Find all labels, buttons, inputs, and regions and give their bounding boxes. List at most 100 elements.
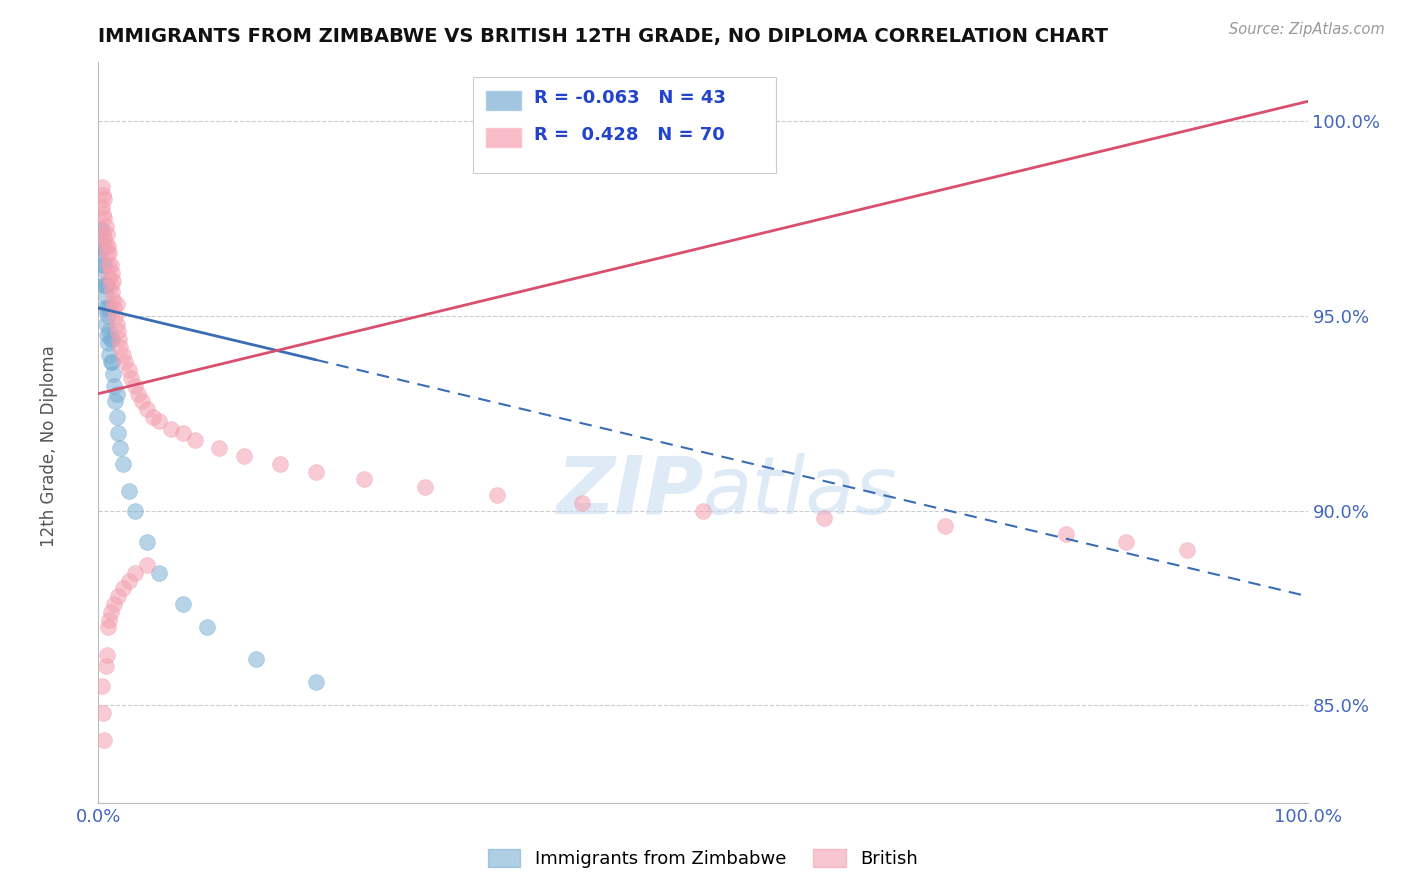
Point: [1115, 534, 1137, 549]
Point: [93, 231, 115, 245]
Point: [105, 317, 128, 331]
Point: [90, 223, 112, 237]
Legend: Immigrants from Zimbabwe, British: Immigrants from Zimbabwe, British: [481, 841, 925, 875]
Point: [91, 258, 114, 272]
Point: [103, 379, 125, 393]
Text: R =  0.428   N = 70: R = 0.428 N = 70: [534, 126, 724, 144]
Point: [1054, 527, 1077, 541]
Point: [813, 511, 835, 525]
Point: [120, 371, 142, 385]
Point: [100, 277, 122, 292]
Point: [94, 317, 117, 331]
Point: [142, 410, 165, 425]
Point: [100, 266, 122, 280]
Text: IMMIGRANTS FROM ZIMBABWE VS BRITISH 12TH GRADE, NO DIPLOMA CORRELATION CHART: IMMIGRANTS FROM ZIMBABWE VS BRITISH 12TH…: [98, 27, 1108, 45]
Point: [91, 262, 114, 277]
Point: [135, 558, 157, 573]
Point: [93, 192, 115, 206]
Text: 12th Grade, No Diploma: 12th Grade, No Diploma: [41, 345, 58, 547]
Point: [135, 534, 157, 549]
Point: [104, 309, 127, 323]
Point: [91, 200, 114, 214]
Point: [98, 269, 121, 284]
Point: [91, 180, 114, 194]
Point: [93, 258, 115, 272]
Point: [93, 301, 115, 315]
Point: [98, 324, 121, 338]
Point: [90, 238, 112, 252]
Point: [94, 659, 117, 673]
Point: [97, 238, 120, 252]
Point: [91, 243, 114, 257]
Point: [111, 348, 134, 362]
Point: [124, 503, 146, 517]
Point: [111, 582, 134, 596]
Bar: [485, 127, 522, 147]
Point: [98, 348, 121, 362]
Point: [111, 457, 134, 471]
Point: [91, 207, 114, 221]
Point: [108, 441, 131, 455]
Point: [105, 410, 128, 425]
Point: [103, 301, 125, 315]
Point: [96, 648, 118, 662]
Point: [127, 386, 149, 401]
Point: [100, 332, 122, 346]
Point: [91, 227, 114, 241]
Text: R = -0.063   N = 43: R = -0.063 N = 43: [534, 89, 725, 107]
Point: [148, 566, 170, 580]
Point: [108, 332, 131, 346]
Point: [98, 246, 121, 260]
Bar: [485, 90, 522, 111]
Point: [91, 223, 114, 237]
Point: [148, 414, 170, 428]
Point: [97, 258, 120, 272]
Point: [105, 386, 128, 401]
Point: [101, 367, 124, 381]
Point: [135, 402, 157, 417]
Point: [114, 355, 136, 369]
Point: [108, 340, 131, 354]
Point: [353, 472, 375, 486]
Point: [100, 355, 122, 369]
Point: [97, 336, 120, 351]
Text: atlas: atlas: [703, 453, 898, 531]
Point: [98, 613, 121, 627]
Point: [118, 484, 141, 499]
Point: [571, 496, 593, 510]
Point: [94, 238, 117, 252]
Point: [91, 238, 114, 252]
Point: [91, 706, 114, 721]
Point: [208, 441, 231, 455]
Point: [184, 434, 207, 448]
Point: [118, 363, 141, 377]
Point: [103, 597, 125, 611]
Point: [89, 246, 111, 260]
Point: [94, 289, 117, 303]
Point: [96, 246, 118, 260]
Point: [269, 457, 291, 471]
Point: [96, 277, 118, 292]
Point: [104, 394, 127, 409]
Point: [93, 277, 115, 292]
Point: [195, 620, 218, 634]
Point: [245, 651, 267, 665]
Point: [160, 422, 183, 436]
Point: [305, 465, 328, 479]
Point: [692, 503, 714, 517]
Point: [94, 277, 117, 292]
Point: [97, 309, 120, 323]
Point: [96, 227, 118, 241]
Point: [98, 301, 121, 315]
Text: ZIP: ZIP: [555, 453, 703, 531]
Point: [101, 293, 124, 307]
Point: [96, 328, 118, 343]
Point: [94, 219, 117, 233]
Point: [101, 274, 124, 288]
Point: [91, 277, 114, 292]
Point: [100, 285, 122, 300]
Point: [124, 379, 146, 393]
Point: [232, 449, 254, 463]
Point: [93, 733, 115, 747]
Point: [100, 332, 122, 346]
